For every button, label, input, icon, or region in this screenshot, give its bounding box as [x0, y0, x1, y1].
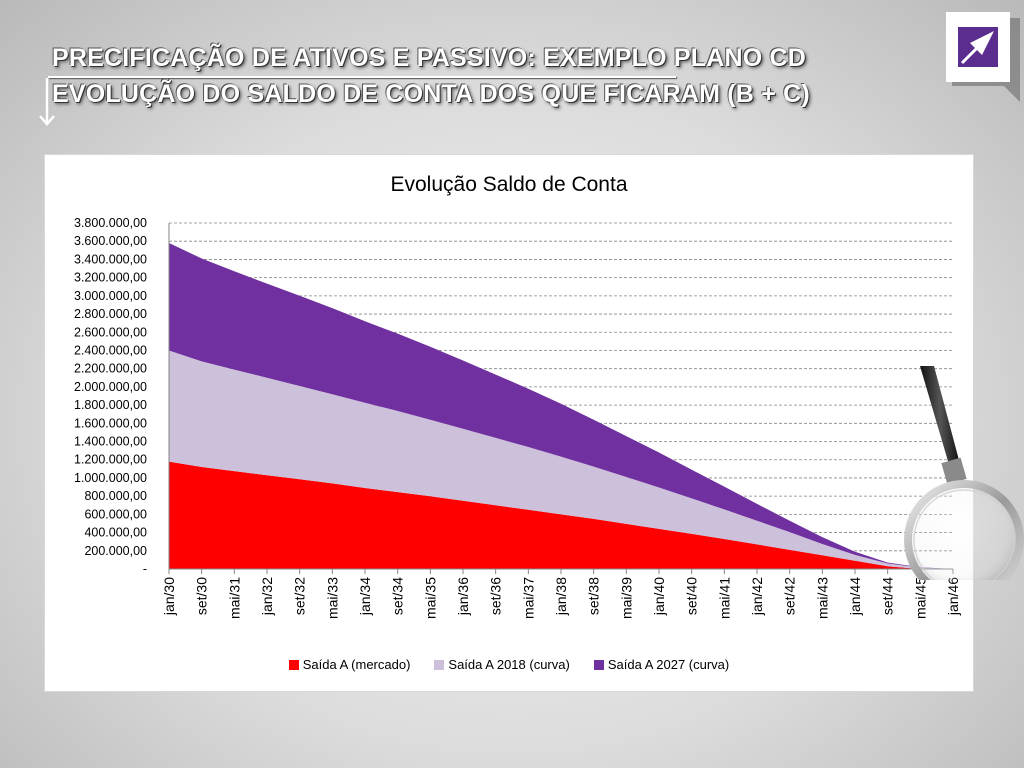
- x-tick-label: mai/43: [814, 577, 830, 619]
- y-tick-label: 3.600.000,00: [74, 234, 147, 248]
- title-underline: [48, 76, 676, 78]
- x-tick-label: set/30: [194, 577, 210, 615]
- x-tick-label: mai/31: [226, 577, 242, 619]
- y-tick-label: 1.400.000,00: [74, 435, 147, 449]
- y-tick-label: 3.800.000,00: [74, 216, 147, 230]
- x-tick-label: jan/40: [651, 577, 667, 616]
- x-tick-label: jan/30: [161, 577, 177, 616]
- y-tick-label: 3.000.000,00: [74, 289, 147, 303]
- chart-panel: - 200.000,00 400.000,00 600.000,00 800.000,0…: [44, 154, 974, 692]
- magnifying-glass-icon: [904, 366, 1024, 580]
- legend-item: Saída A 2027 (curva): [593, 657, 730, 672]
- x-tick-label: set/32: [292, 577, 308, 615]
- legend-label: Saída A 2018 (curva): [448, 657, 570, 672]
- y-tick-label: 1.000.000,00: [74, 471, 147, 485]
- slide-title-line-2: EVOLUÇÃO DO SALDO DE CONTA DOS QUE FICAR…: [52, 80, 810, 108]
- x-tick-label: mai/33: [324, 577, 340, 619]
- y-tick-label: 2.400.000,00: [74, 343, 147, 357]
- legend-swatch: [434, 660, 445, 670]
- chart-legend: Saída A (mercado) Saída A 2018 (curva) Saí…: [45, 657, 973, 672]
- x-tick-label: set/34: [390, 577, 406, 615]
- x-tick-label: mai/35: [422, 577, 438, 619]
- y-tick-label: 3.400.000,00: [74, 252, 147, 266]
- y-tick-label: 2.000.000,00: [74, 380, 147, 394]
- legend-swatch: [288, 660, 299, 670]
- y-tick-label: 1.800.000,00: [74, 398, 147, 412]
- y-tick-label: 600.000,00: [84, 507, 147, 521]
- y-tick-label: 2.200.000,00: [74, 362, 147, 376]
- y-tick-label: 800.000,00: [84, 489, 147, 503]
- legend-item: Saída A 2018 (curva): [434, 657, 570, 672]
- y-tick-label: 1.200.000,00: [74, 453, 147, 467]
- x-tick-label: mai/45: [912, 577, 928, 619]
- legend-item: Saída A (mercado): [288, 657, 411, 672]
- x-tick-label: set/38: [586, 577, 602, 615]
- x-tick-label: set/42: [782, 577, 798, 615]
- x-tick-label: set/44: [880, 577, 896, 615]
- chart-plot: - 200.000,00 400.000,00 600.000,00 800.000,0…: [74, 216, 961, 619]
- x-tick-label: jan/32: [259, 577, 275, 616]
- logo-icon: [946, 12, 1020, 102]
- bullet-arrow-icon: [39, 78, 55, 126]
- area-series-1: [169, 461, 953, 569]
- y-tick-label: 3.200.000,00: [74, 271, 147, 285]
- x-tick-label: jan/42: [749, 577, 765, 616]
- x-tick-label: mai/37: [520, 577, 536, 619]
- x-tick-label: jan/38: [553, 577, 569, 616]
- y-tick-label: 1.600.000,00: [74, 416, 147, 430]
- x-tick-label: jan/36: [455, 577, 471, 616]
- x-tick-label: jan/34: [357, 577, 373, 616]
- slide-title: PRECIFICAÇÃO DE ATIVOS E PASSIVO: EXEMPL…: [52, 40, 810, 112]
- x-tick-label: jan/46: [945, 577, 961, 616]
- chart-title: Evolução Saldo de Conta: [390, 173, 628, 196]
- x-tick-label: set/40: [684, 577, 700, 615]
- legend-swatch: [593, 660, 604, 670]
- y-tick-label: 2.600.000,00: [74, 325, 147, 339]
- x-tick-label: mai/39: [618, 577, 634, 619]
- slide-title-line-1: PRECIFICAÇÃO DE ATIVOS E PASSIVO: EXEMPL…: [52, 44, 807, 72]
- y-tick-label: 400.000,00: [84, 526, 147, 540]
- area-series-2: [169, 350, 953, 569]
- y-tick-label: -: [143, 562, 147, 576]
- y-tick-label: 2.800.000,00: [74, 307, 147, 321]
- legend-label: Saída A (mercado): [302, 657, 411, 672]
- x-tick-label: jan/44: [847, 577, 863, 616]
- legend-label: Saída A 2027 (curva): [607, 657, 730, 672]
- x-tick-label: mai/41: [716, 577, 732, 619]
- x-tick-label: set/36: [488, 577, 504, 615]
- y-tick-label: 200.000,00: [84, 544, 147, 558]
- area-series-3: [169, 243, 953, 569]
